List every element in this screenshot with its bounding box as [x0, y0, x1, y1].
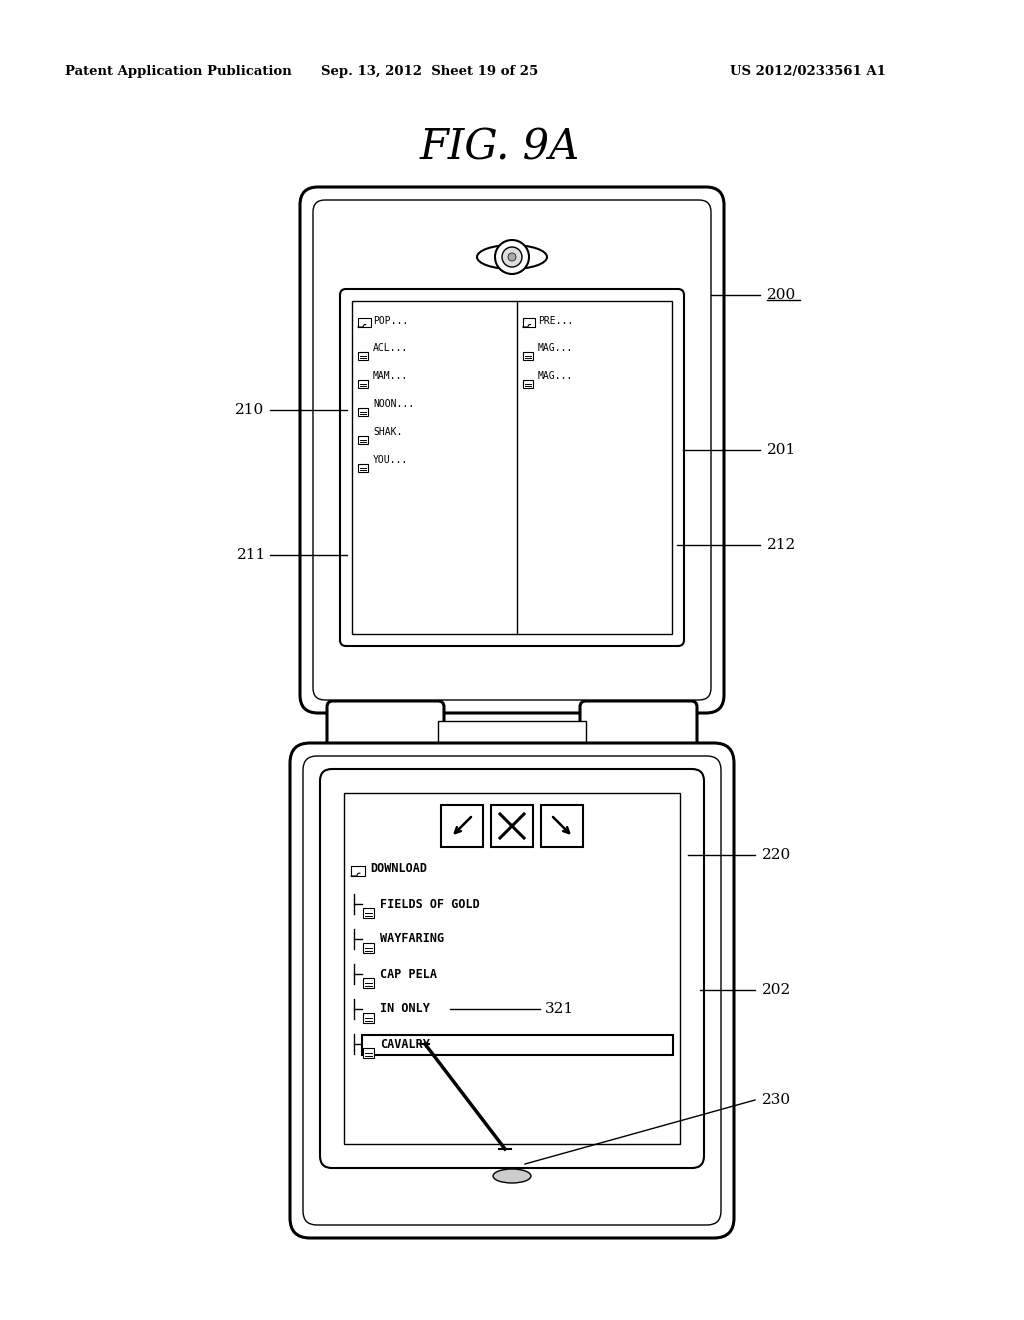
FancyBboxPatch shape [340, 289, 684, 645]
Bar [352, 301, 672, 634]
Text: ACL...: ACL... [373, 343, 409, 352]
Bar [362, 1048, 374, 1059]
Bar [358, 436, 368, 444]
Bar [541, 805, 583, 847]
Text: 201: 201 [767, 444, 797, 457]
Text: CAVALRY: CAVALRY [380, 1038, 430, 1051]
Circle shape [495, 240, 529, 275]
FancyBboxPatch shape [580, 701, 697, 768]
Bar [490, 805, 534, 847]
Ellipse shape [493, 1170, 531, 1183]
Text: MAG...: MAG... [538, 343, 573, 352]
Text: Patent Application Publication: Patent Application Publication [65, 66, 292, 78]
Text: WAYFARING: WAYFARING [380, 932, 444, 945]
Bar [362, 1035, 673, 1055]
Bar [523, 380, 532, 388]
Text: 220: 220 [762, 847, 792, 862]
Text: 210: 210 [234, 403, 264, 417]
FancyBboxPatch shape [319, 770, 705, 1168]
Bar [358, 351, 368, 360]
Text: 211: 211 [237, 548, 266, 562]
Bar [362, 944, 374, 953]
Text: YOU...: YOU... [373, 455, 409, 465]
Bar [358, 408, 368, 416]
Text: 212: 212 [767, 539, 797, 552]
Text: US 2012/0233561 A1: US 2012/0233561 A1 [730, 66, 886, 78]
FancyBboxPatch shape [300, 187, 724, 713]
Text: IN ONLY: IN ONLY [380, 1002, 430, 1015]
Bar [362, 1014, 374, 1023]
FancyBboxPatch shape [313, 201, 711, 700]
Text: 321: 321 [545, 1002, 574, 1016]
Text: 202: 202 [762, 983, 792, 997]
FancyBboxPatch shape [303, 756, 721, 1225]
Circle shape [502, 247, 522, 267]
Bar [362, 978, 374, 987]
Text: SHAK.: SHAK. [373, 426, 402, 437]
Text: 230: 230 [762, 1093, 792, 1107]
Text: CAP PELA: CAP PELA [380, 968, 437, 981]
Circle shape [508, 253, 516, 261]
Bar [358, 380, 368, 388]
Text: FIELDS OF GOLD: FIELDS OF GOLD [380, 898, 480, 911]
Text: NOON...: NOON... [373, 399, 414, 409]
Bar [441, 805, 483, 847]
FancyBboxPatch shape [290, 743, 734, 1238]
Bar [362, 908, 374, 917]
Text: 200: 200 [767, 288, 797, 302]
Bar [438, 721, 586, 748]
FancyBboxPatch shape [327, 701, 444, 768]
Text: Sep. 13, 2012  Sheet 19 of 25: Sep. 13, 2012 Sheet 19 of 25 [322, 66, 539, 78]
Text: DOWNLOAD: DOWNLOAD [370, 862, 427, 875]
Bar [344, 793, 680, 1144]
Text: MAM...: MAM... [373, 371, 409, 381]
Bar [523, 351, 532, 360]
Text: FIG. 9A: FIG. 9A [420, 127, 580, 169]
Bar [358, 463, 368, 473]
Text: POP...: POP... [373, 315, 409, 326]
Text: PRE...: PRE... [538, 315, 573, 326]
Text: MAG...: MAG... [538, 371, 573, 381]
Ellipse shape [477, 246, 547, 269]
